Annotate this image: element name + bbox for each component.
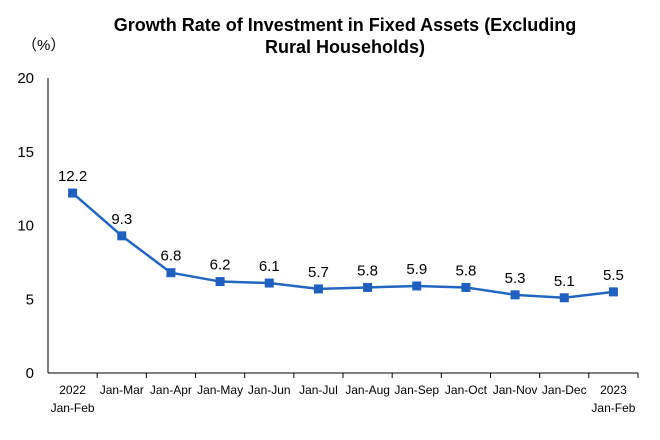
x-tick-label: 2022 (59, 383, 86, 397)
data-label: 6.2 (210, 257, 231, 274)
chart-title-line-1: Growth Rate of Investment in Fixed Asset… (114, 15, 576, 35)
y-tick-label: 15 (17, 144, 34, 161)
x-tick-labels: 2022 Jan-Feb Jan-Mar Jan-Apr Jan-May Jan-Jun J… (51, 383, 636, 415)
data-label: 12.2 (58, 168, 87, 185)
x-tick-label: Jan-May (197, 383, 243, 397)
x-tick-label: Jan-Sep (394, 383, 439, 397)
data-label: 5.5 (603, 267, 624, 284)
data-point-marker (117, 231, 127, 241)
x-tick-label: Jan-Nov (493, 383, 538, 397)
data-label: 9.3 (111, 211, 132, 228)
x-tick-label: Jan-Oct (445, 383, 488, 397)
axes (47, 78, 639, 378)
data-point-marker (264, 278, 274, 288)
data-point-marker (363, 282, 373, 292)
x-tick-label-line-2: Jan-Feb (591, 401, 635, 415)
y-tick-label: 0 (26, 365, 34, 382)
data-label: 5.1 (554, 273, 575, 290)
data-labels: 12.2 9.3 6.8 6.2 6.1 5.7 5.8 5.9 5.8 5.3 5.1 5.5 (58, 168, 624, 290)
x-tick-label: Jan-Dec (542, 383, 587, 397)
y-tick-labels: 0 5 10 15 20 (17, 70, 34, 382)
data-label: 5.3 (505, 270, 526, 287)
data-point-marker (608, 287, 618, 297)
data-label: 5.7 (308, 264, 329, 281)
series-line (71, 192, 614, 300)
data-point-marker (510, 290, 520, 300)
y-tick-label: 5 (26, 291, 34, 308)
x-tick-label: Jan-Aug (345, 383, 390, 397)
chart-title-line-2: Rural Households) (265, 37, 425, 57)
data-point-marker (68, 188, 78, 198)
x-tick-label: 2023 (600, 383, 627, 397)
data-point-marker (215, 277, 225, 287)
y-axis-unit-label: （%） (22, 37, 65, 54)
data-point-marker (412, 281, 422, 291)
data-label: 5.9 (406, 261, 427, 278)
x-tick-label-line-2: Jan-Feb (51, 401, 95, 415)
data-label: 6.8 (160, 248, 181, 265)
x-tick-label: Jan-Jul (299, 383, 338, 397)
data-point-marker (461, 282, 471, 292)
data-point-marker (166, 268, 176, 278)
data-point-marker (559, 293, 569, 303)
data-markers (68, 188, 618, 303)
data-point-marker (313, 284, 323, 294)
x-tick-label: Jan-Apr (150, 383, 192, 397)
y-tick-label: 20 (17, 70, 34, 87)
data-label: 5.8 (455, 262, 476, 279)
x-tick-label: Jan-Jun (248, 383, 291, 397)
x-tick-label: Jan-Mar (100, 383, 144, 397)
series-line-group (71, 192, 614, 300)
data-label: 6.1 (259, 258, 280, 275)
y-tick-label: 10 (17, 218, 34, 235)
data-label: 5.8 (357, 262, 378, 279)
